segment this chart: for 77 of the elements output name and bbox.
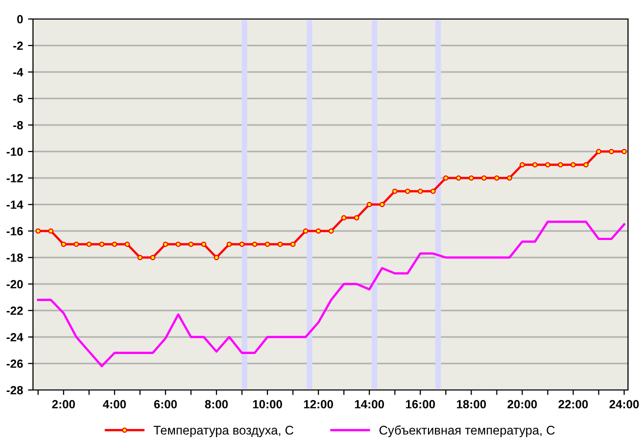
y-tick-label: -6 — [13, 94, 23, 103]
point — [596, 148, 602, 154]
y-tick-label: -26 — [6, 360, 23, 368]
point — [392, 188, 398, 194]
point — [545, 162, 550, 168]
point — [570, 162, 576, 168]
point — [124, 242, 130, 247]
point — [264, 242, 270, 247]
point — [226, 242, 232, 247]
point — [506, 175, 512, 181]
point — [35, 228, 41, 234]
y-tick-label: -18 — [6, 254, 23, 262]
line-series — [36, 220, 626, 368]
y-tick-label: -8 — [13, 121, 23, 130]
y-tick-label: -10 — [6, 148, 23, 156]
point — [214, 254, 220, 260]
x-tick-label: 16:00 — [406, 400, 435, 408]
x-tick-label: 24:00 — [609, 400, 639, 408]
x-tick-label: 6:00 — [154, 400, 177, 408]
y-tick-label: -16 — [6, 227, 23, 236]
x-tick-label: 10:00 — [253, 400, 282, 408]
legend-label: Субъективная температура, С — [379, 425, 555, 438]
point — [316, 228, 322, 234]
point — [99, 242, 104, 247]
point — [112, 242, 118, 247]
point — [520, 162, 525, 168]
point — [354, 215, 360, 220]
y-tick-label: -14 — [6, 200, 24, 209]
x-tick-label: 14:00 — [355, 400, 384, 408]
y-tick-label: -2 — [13, 42, 23, 50]
point — [366, 202, 372, 208]
point — [328, 228, 334, 234]
point — [48, 228, 54, 234]
x-tick-label: 4:00 — [102, 400, 126, 408]
point — [481, 175, 487, 181]
x-tick-label: 20:00 — [508, 400, 537, 408]
point — [188, 242, 194, 247]
point — [137, 254, 143, 260]
y-tick-label: -12 — [6, 174, 23, 182]
point — [558, 162, 564, 168]
y-tick-label: -22 — [6, 306, 23, 315]
x-tick-label: 12:00 — [304, 400, 334, 408]
point — [418, 188, 423, 194]
point — [150, 254, 156, 260]
point — [303, 228, 308, 234]
point — [456, 175, 462, 181]
point — [239, 242, 245, 247]
point — [201, 242, 206, 247]
point — [290, 242, 296, 247]
point — [74, 242, 79, 247]
x-tick-label: 22:00 — [558, 400, 588, 408]
point — [494, 175, 500, 181]
point — [60, 242, 66, 247]
point — [443, 175, 448, 181]
point — [430, 188, 436, 194]
legend-label: Температура воздуха, С — [154, 426, 294, 438]
point — [608, 148, 614, 154]
point — [468, 175, 474, 181]
point — [379, 202, 385, 208]
point — [341, 215, 347, 220]
point — [583, 162, 589, 168]
point — [622, 148, 627, 154]
point — [278, 242, 283, 247]
x-tick-label: 18:00 — [456, 400, 486, 408]
y-tick-label: -20 — [6, 280, 23, 288]
y-tick-label: -28 — [6, 386, 23, 394]
point — [532, 162, 538, 168]
point — [86, 242, 92, 247]
point — [176, 242, 181, 247]
x-tick-label: 2:00 — [52, 400, 75, 408]
point — [162, 242, 168, 247]
y-tick-label: 0 — [17, 15, 23, 24]
y-tick-label: -4 — [13, 68, 24, 76]
point — [404, 188, 410, 194]
x-tick-label: 8:00 — [205, 400, 228, 408]
point — [252, 242, 258, 247]
y-tick-label: -24 — [6, 333, 24, 342]
